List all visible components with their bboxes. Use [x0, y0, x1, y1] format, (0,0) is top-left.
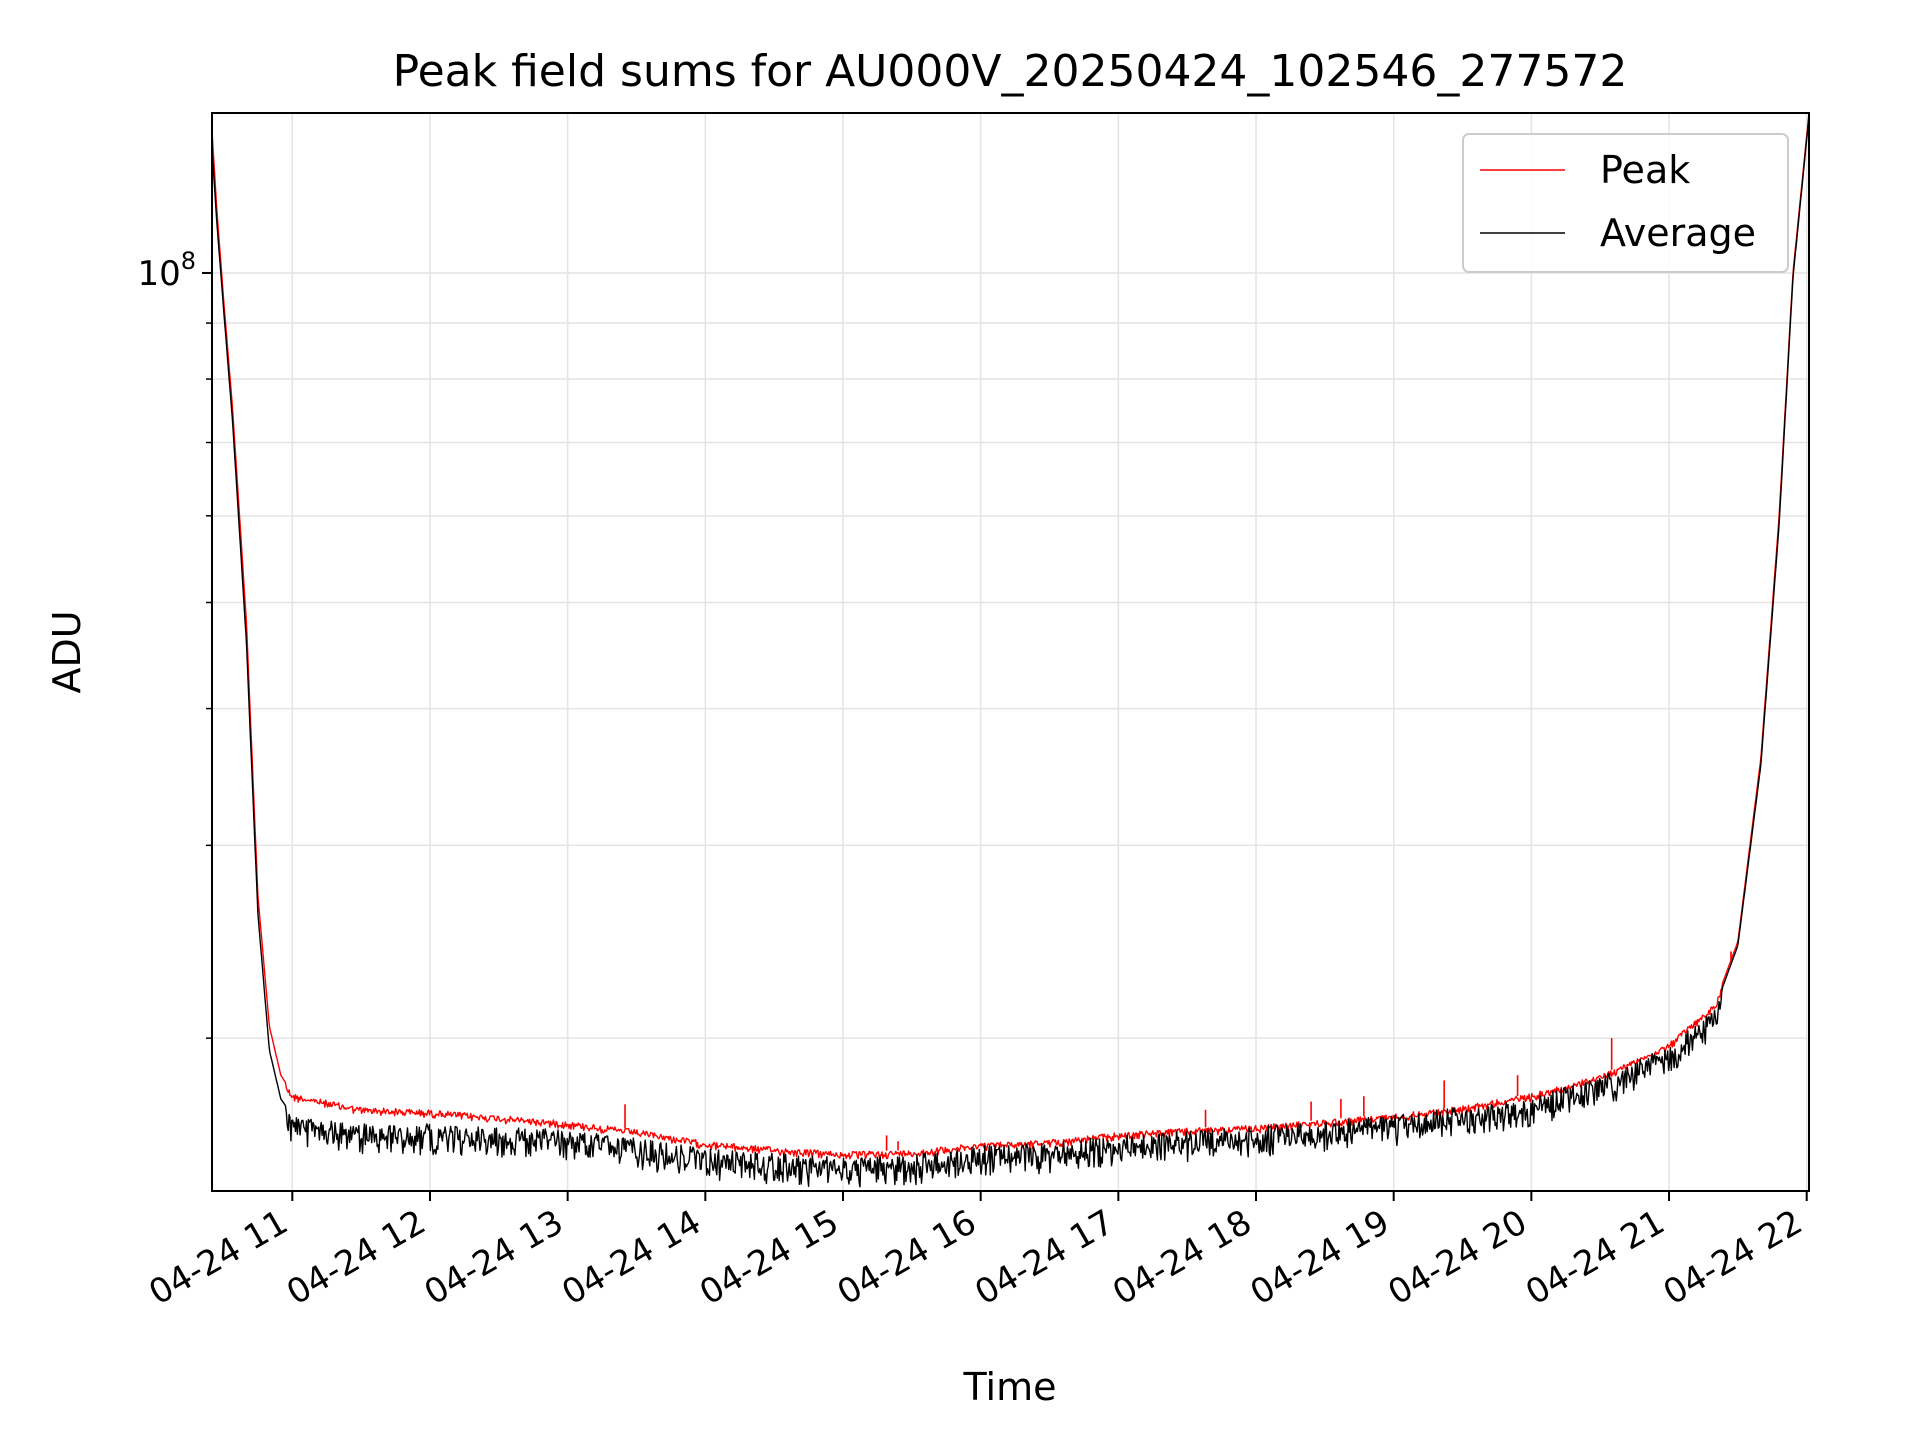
series-line-average: [211, 116, 1810, 1188]
grid: [212, 113, 1809, 1191]
y-tick-label: 108: [137, 247, 196, 294]
plot-frame: [211, 112, 1810, 1192]
y-axis: 108: [137, 247, 212, 1039]
y-axis-label: ADU: [45, 610, 89, 693]
x-axis-label: Time: [963, 1365, 1057, 1409]
legend-box: [1462, 133, 1789, 273]
legend-label-average: Average: [1600, 211, 1756, 255]
series-line-peak: [211, 112, 1810, 1160]
series-layer: [211, 112, 1810, 1188]
legend-label-peak: Peak: [1600, 148, 1690, 192]
chart-title: Peak field sums for AU000V_20250424_1025…: [393, 46, 1628, 97]
legend: Peak Average: [1462, 133, 1789, 273]
